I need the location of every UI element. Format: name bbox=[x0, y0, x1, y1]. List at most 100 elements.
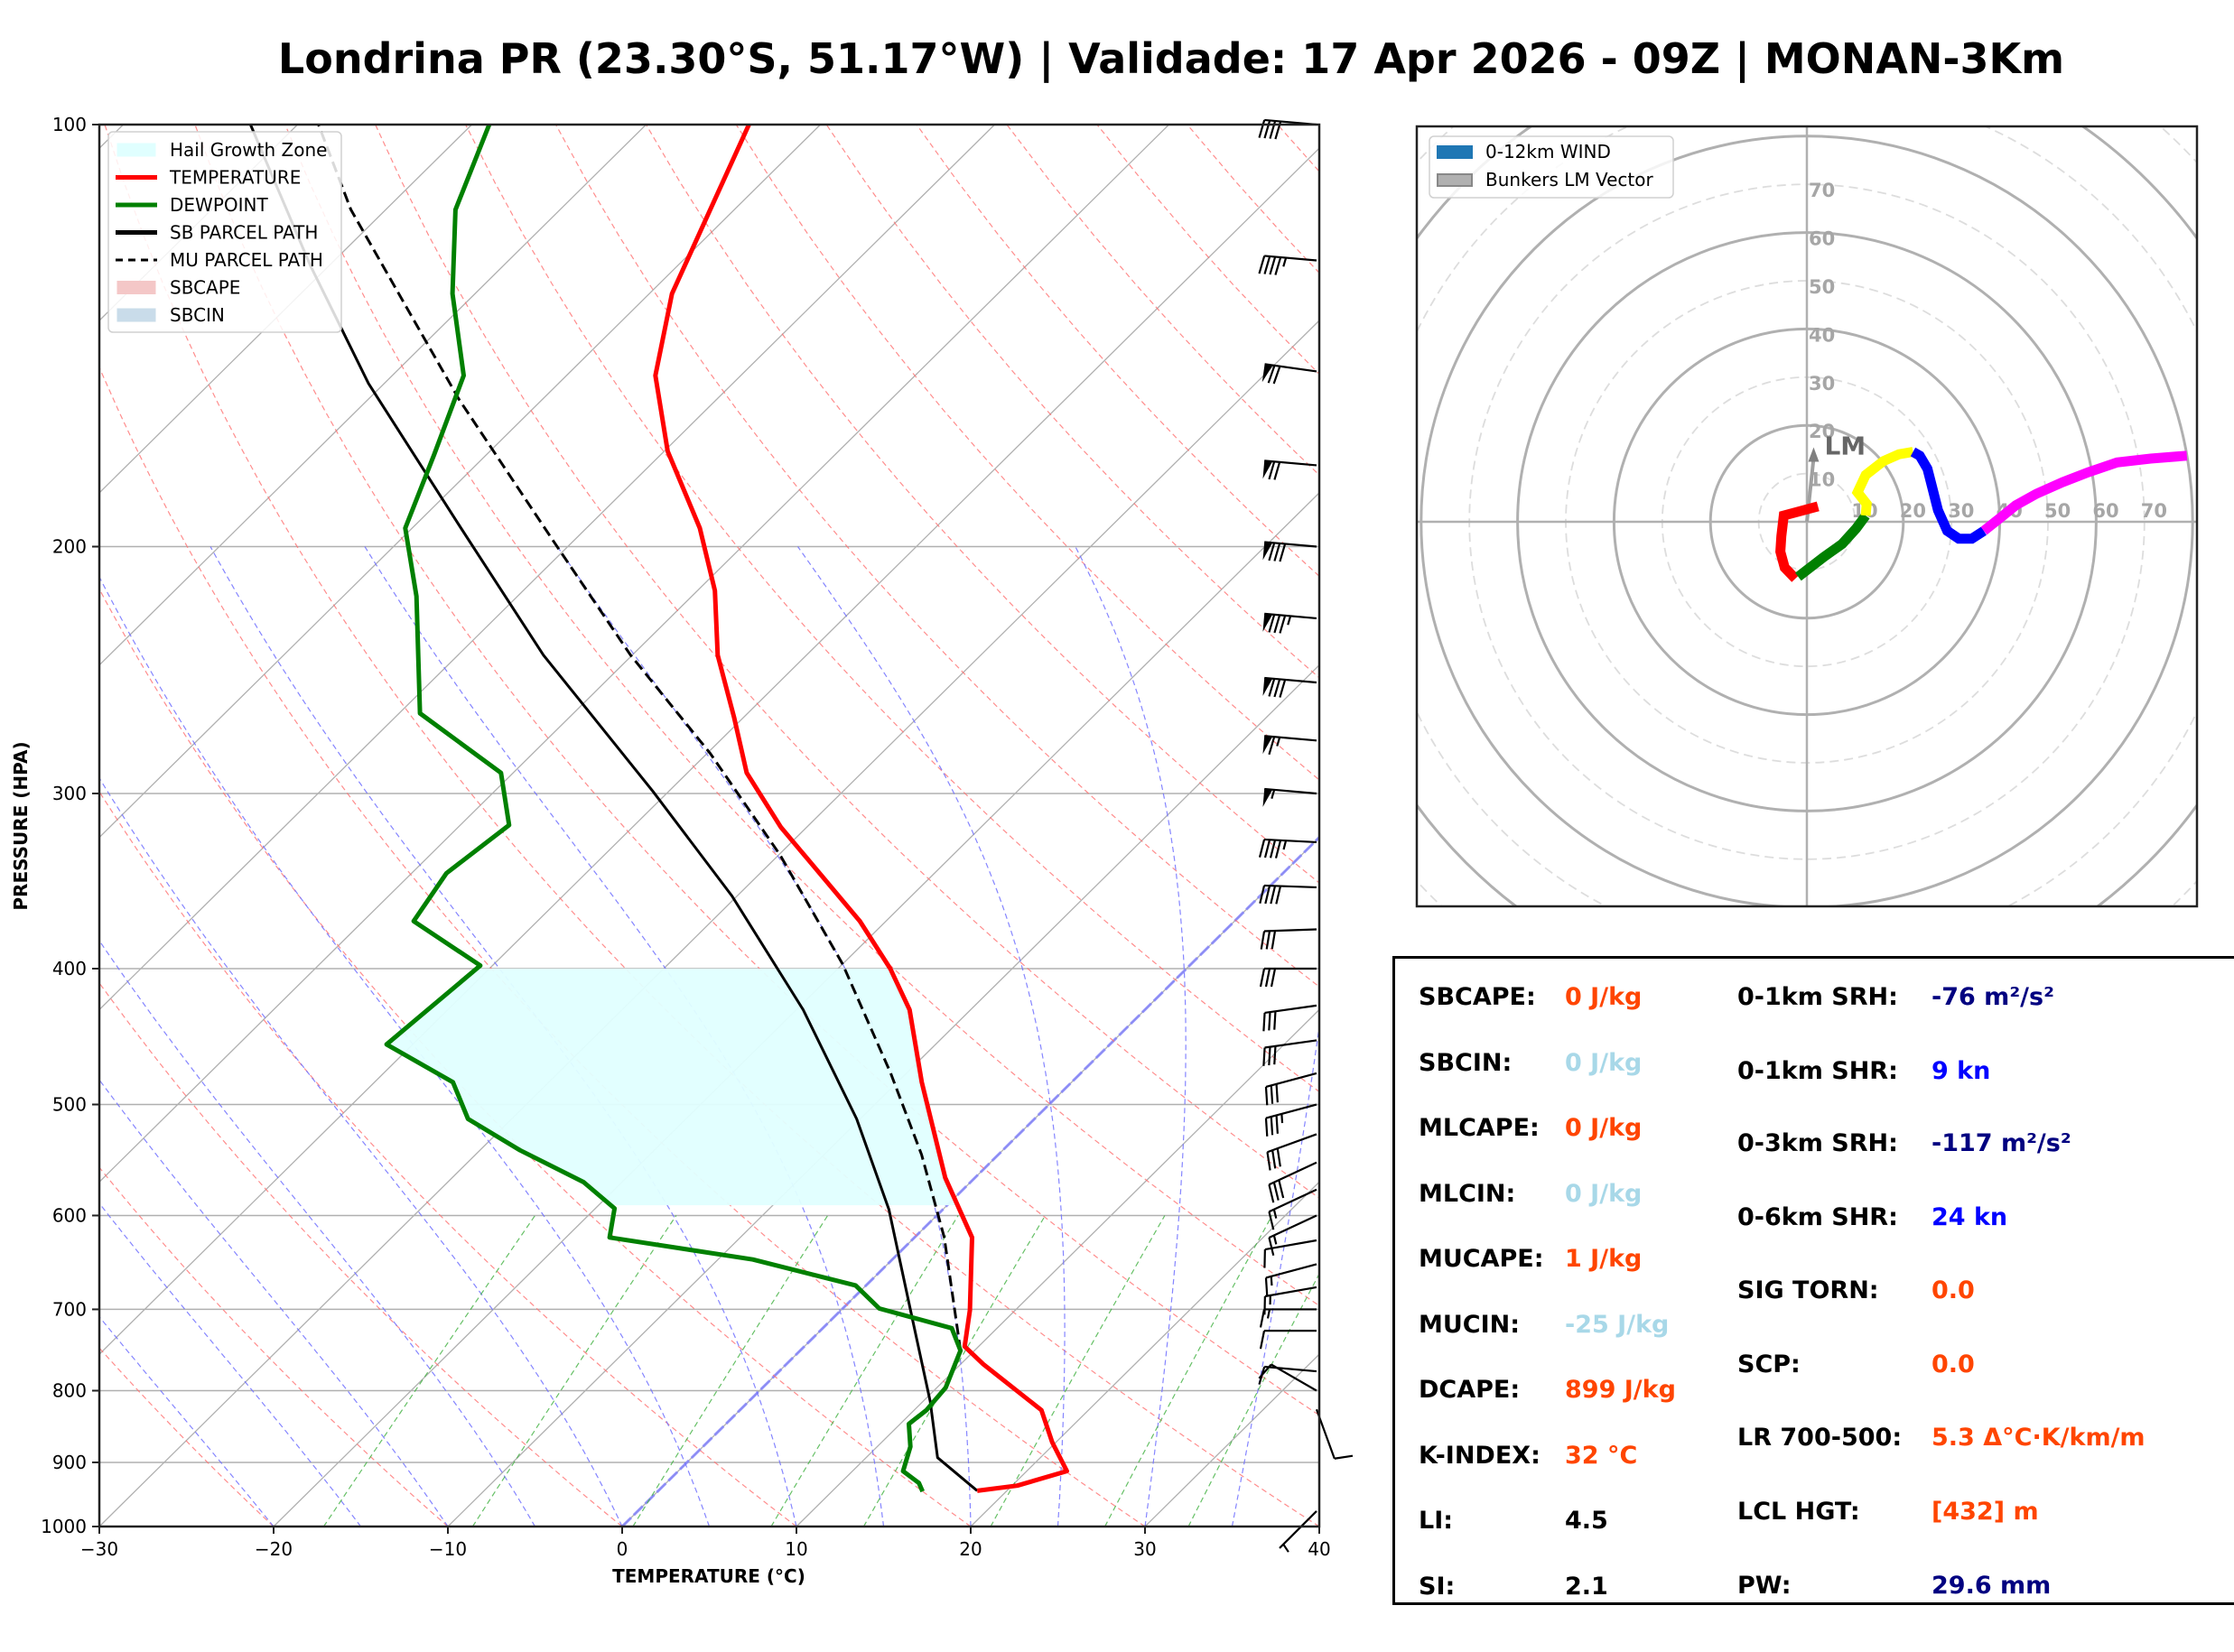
right-label: 0-1km SHR: bbox=[1737, 1057, 1898, 1085]
barb-half bbox=[1282, 1544, 1289, 1553]
barb-full bbox=[1265, 931, 1271, 950]
legend-swatch bbox=[116, 308, 156, 322]
barb-staff bbox=[1264, 735, 1317, 742]
left-label: MLCIN: bbox=[1419, 1179, 1516, 1208]
hodograph-ring bbox=[1612, 327, 2002, 717]
x-tick-label: 40 bbox=[1308, 1538, 1330, 1560]
wind-barb bbox=[1268, 1161, 1317, 1203]
legend-swatch bbox=[116, 281, 156, 294]
barb-full bbox=[1268, 678, 1276, 697]
barb-staff bbox=[1268, 1214, 1317, 1239]
left-label: LI: bbox=[1419, 1507, 1454, 1535]
wind-barb bbox=[1262, 1039, 1317, 1066]
wind-barb bbox=[1262, 676, 1317, 698]
x-tick-label: 30 bbox=[1133, 1538, 1156, 1560]
left-value: 1 J/kg bbox=[1565, 1245, 1643, 1273]
x-tick-label: 0 bbox=[617, 1538, 628, 1560]
barb-staff bbox=[1265, 1103, 1317, 1119]
hodo-legend-box bbox=[1429, 135, 1674, 199]
barb-flag bbox=[1262, 613, 1273, 632]
barb-staff bbox=[1263, 884, 1317, 889]
wind-barb bbox=[1259, 1330, 1317, 1350]
right-label: 0-1km SRH: bbox=[1737, 983, 1898, 1011]
zero-isotherm-line bbox=[620, 835, 1319, 1527]
wind-barb bbox=[1258, 1363, 1317, 1392]
left-value: 4.5 bbox=[1565, 1507, 1608, 1535]
hodograph-segment bbox=[1910, 447, 1987, 544]
barb-staff bbox=[1271, 1363, 1317, 1392]
x-axis-label: TEMPERATURE (°C) bbox=[612, 1565, 805, 1587]
left-label: MUCIN: bbox=[1419, 1310, 1521, 1339]
wind-barb bbox=[1264, 1263, 1317, 1296]
y-tick-label: 1000 bbox=[41, 1516, 87, 1537]
barb-full bbox=[1269, 256, 1277, 275]
hodograph-segment bbox=[1851, 447, 1914, 516]
wind-barb bbox=[1259, 967, 1317, 988]
barb-full bbox=[1273, 461, 1281, 480]
barb-staff bbox=[1264, 1285, 1317, 1298]
temperature-line bbox=[653, 125, 1069, 1493]
barb-flag bbox=[1262, 677, 1273, 696]
isotherm-line bbox=[99, 125, 821, 839]
dry-adiabat-line bbox=[99, 588, 972, 1527]
isotherm-line bbox=[99, 147, 1319, 1356]
barb-staff bbox=[1264, 676, 1317, 684]
barb-half bbox=[1282, 257, 1288, 267]
x-tick-label: 10 bbox=[785, 1538, 807, 1560]
mixing-ratio-line bbox=[471, 1215, 677, 1527]
wind-barb bbox=[1262, 459, 1317, 480]
left-label: SI: bbox=[1419, 1572, 1456, 1601]
barb-full bbox=[1334, 1454, 1354, 1460]
hodo-legend-label: Bunkers LM Vector bbox=[1485, 169, 1654, 190]
moist-adiabat-line bbox=[99, 776, 623, 1527]
barb-full bbox=[1268, 1046, 1271, 1066]
barb-staff bbox=[1264, 1365, 1317, 1373]
barb-staff bbox=[1264, 255, 1317, 262]
barb-full bbox=[1272, 1182, 1280, 1201]
wind-barb bbox=[1262, 612, 1317, 634]
barb-staff bbox=[1268, 1161, 1317, 1186]
moist-adiabat-line bbox=[364, 546, 885, 1527]
y-tick-label: 100 bbox=[52, 114, 87, 135]
hodograph-ring bbox=[1417, 126, 2197, 906]
barb-full bbox=[1264, 1277, 1269, 1296]
left-value: 0 J/kg bbox=[1565, 1048, 1643, 1077]
hodograph-frame bbox=[1415, 125, 2199, 908]
dry-adiabat-line bbox=[1277, 125, 1319, 172]
right-value: -117 m²/s² bbox=[1931, 1129, 2071, 1157]
wind-barb bbox=[1262, 541, 1317, 562]
dry-adiabat-line bbox=[1187, 125, 1319, 274]
legend-swatch bbox=[116, 143, 156, 157]
barb-full bbox=[1268, 543, 1276, 561]
x-tick-label: −10 bbox=[429, 1538, 467, 1560]
isotherm-line bbox=[99, 320, 1319, 1527]
wind-barb bbox=[1268, 1188, 1317, 1230]
right-value: 0.0 bbox=[1931, 1350, 1975, 1378]
barb-full bbox=[1273, 543, 1281, 561]
barb-full bbox=[1264, 885, 1271, 905]
isotherm-line bbox=[99, 125, 647, 666]
right-label: 0-3km SRH: bbox=[1737, 1129, 1898, 1157]
wind-barb bbox=[1266, 1133, 1317, 1171]
left-label: DCAPE: bbox=[1419, 1376, 1521, 1404]
hodograph-ring bbox=[1757, 472, 1857, 571]
barb-full bbox=[1279, 543, 1287, 562]
legend-label: TEMPERATURE bbox=[169, 167, 301, 189]
isotherm-line bbox=[99, 125, 1169, 1183]
legend-label: Hail Growth Zone bbox=[170, 139, 327, 161]
barb-full bbox=[1267, 365, 1276, 384]
barb-staff bbox=[1264, 459, 1317, 467]
hodograph-ring bbox=[1420, 135, 2194, 906]
wind-barb bbox=[1259, 884, 1317, 905]
dry-adiabat-line bbox=[375, 125, 1319, 1199]
barb-full bbox=[1258, 1363, 1272, 1379]
barb-full bbox=[1276, 1147, 1281, 1167]
right-label: LCL HGT: bbox=[1737, 1498, 1860, 1526]
wind-barb bbox=[1262, 787, 1317, 807]
barb-staff bbox=[1264, 1004, 1317, 1015]
isotherm-line bbox=[447, 664, 1319, 1527]
barb-full bbox=[1273, 1011, 1277, 1030]
x-tick-label: 20 bbox=[959, 1538, 982, 1560]
right-value: 0.0 bbox=[1931, 1276, 1975, 1304]
y-tick-label: 300 bbox=[52, 783, 87, 804]
